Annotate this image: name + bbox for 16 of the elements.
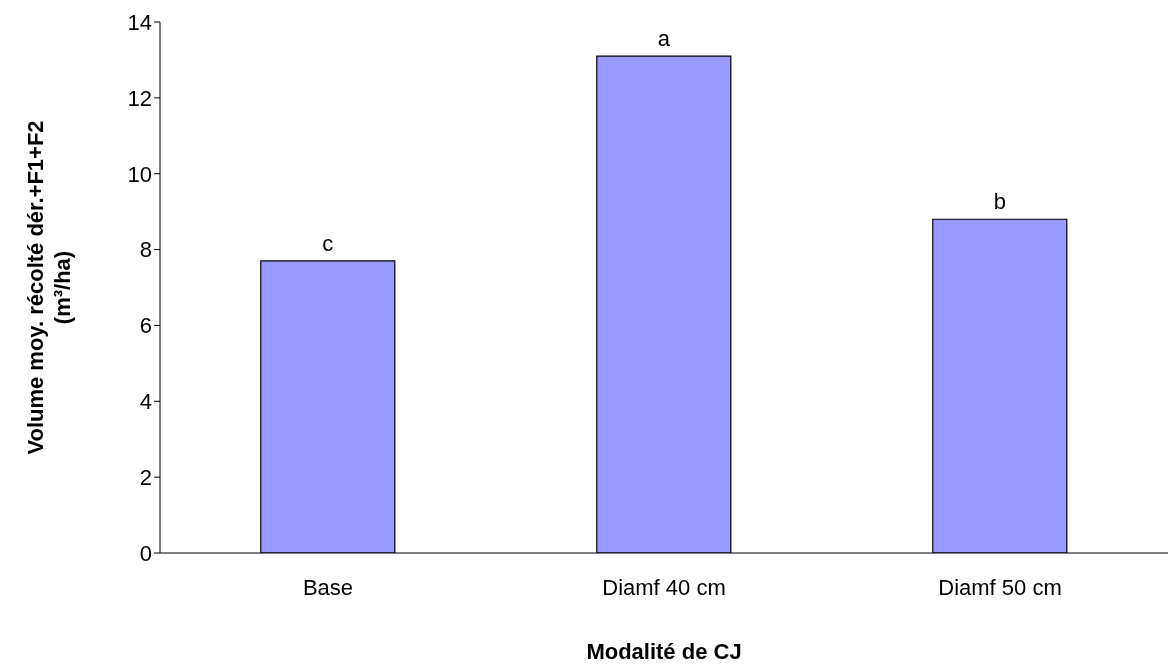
y-tick-label: 0 [139,540,152,566]
y-axis-title: Volume moy. récolté dér.+F1+F2 (m³/ha) [23,120,75,455]
y-tick-label: 8 [139,237,152,263]
annotation: c [322,230,334,256]
y-tick-label: 14 [127,9,152,35]
y-tick-label: 10 [127,161,152,187]
annotation: a [657,26,671,52]
x-axis-title: Modalité de CJ [586,638,742,664]
y-tick-label: 4 [139,389,152,415]
x-tick-label: Diamf 50 cm [938,574,1062,600]
annotation: b [993,189,1006,215]
y-tick-label: 6 [139,313,152,339]
y-tick-label: 2 [139,464,152,490]
x-tick-label: Base [302,574,354,600]
x-tick-label: Diamf 40 cm [602,574,726,600]
y-tick-label: 12 [127,85,152,111]
